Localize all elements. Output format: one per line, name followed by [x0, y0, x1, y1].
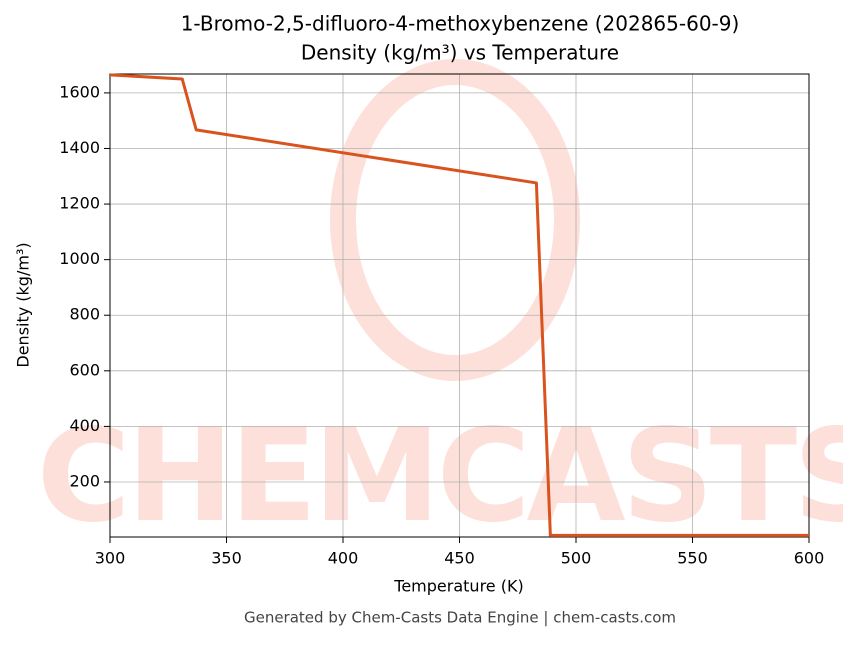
y-tick-label: 1200	[59, 194, 100, 213]
y-tick-label: 600	[69, 360, 100, 379]
x-tick-label: 350	[211, 549, 242, 568]
plot-frame	[109, 73, 810, 538]
chart-subtitle: Density (kg/m³) vs Temperature	[301, 41, 619, 65]
chart-title: 1-Bromo-2,5-difluoro-4-methoxybenzene (2…	[181, 12, 740, 36]
x-tick-label: 550	[677, 549, 708, 568]
y-tick-label: 800	[69, 305, 100, 324]
y-tick-label: 1000	[59, 249, 100, 268]
y-tick-label: 1600	[59, 82, 100, 101]
x-tick-label: 400	[328, 549, 359, 568]
y-tick-label: 400	[69, 416, 100, 435]
data-line	[109, 73, 809, 537]
y-axis-label: Density (kg/m³)	[14, 242, 33, 367]
watermark: CHEMCASTS	[37, 402, 843, 551]
y-tick-label: 1400	[59, 138, 100, 157]
x-tick-label: 450	[444, 549, 475, 568]
watermark-logo	[330, 59, 580, 381]
x-tick-label: 600	[794, 549, 825, 568]
footer: Generated by Chem-Casts Data Engine | ch…	[244, 609, 676, 627]
x-tick-label: 500	[561, 549, 592, 568]
x-tick-label: 300	[95, 549, 126, 568]
y-tick-label: 200	[69, 471, 100, 490]
x-axis-label: Temperature (K)	[393, 577, 523, 596]
